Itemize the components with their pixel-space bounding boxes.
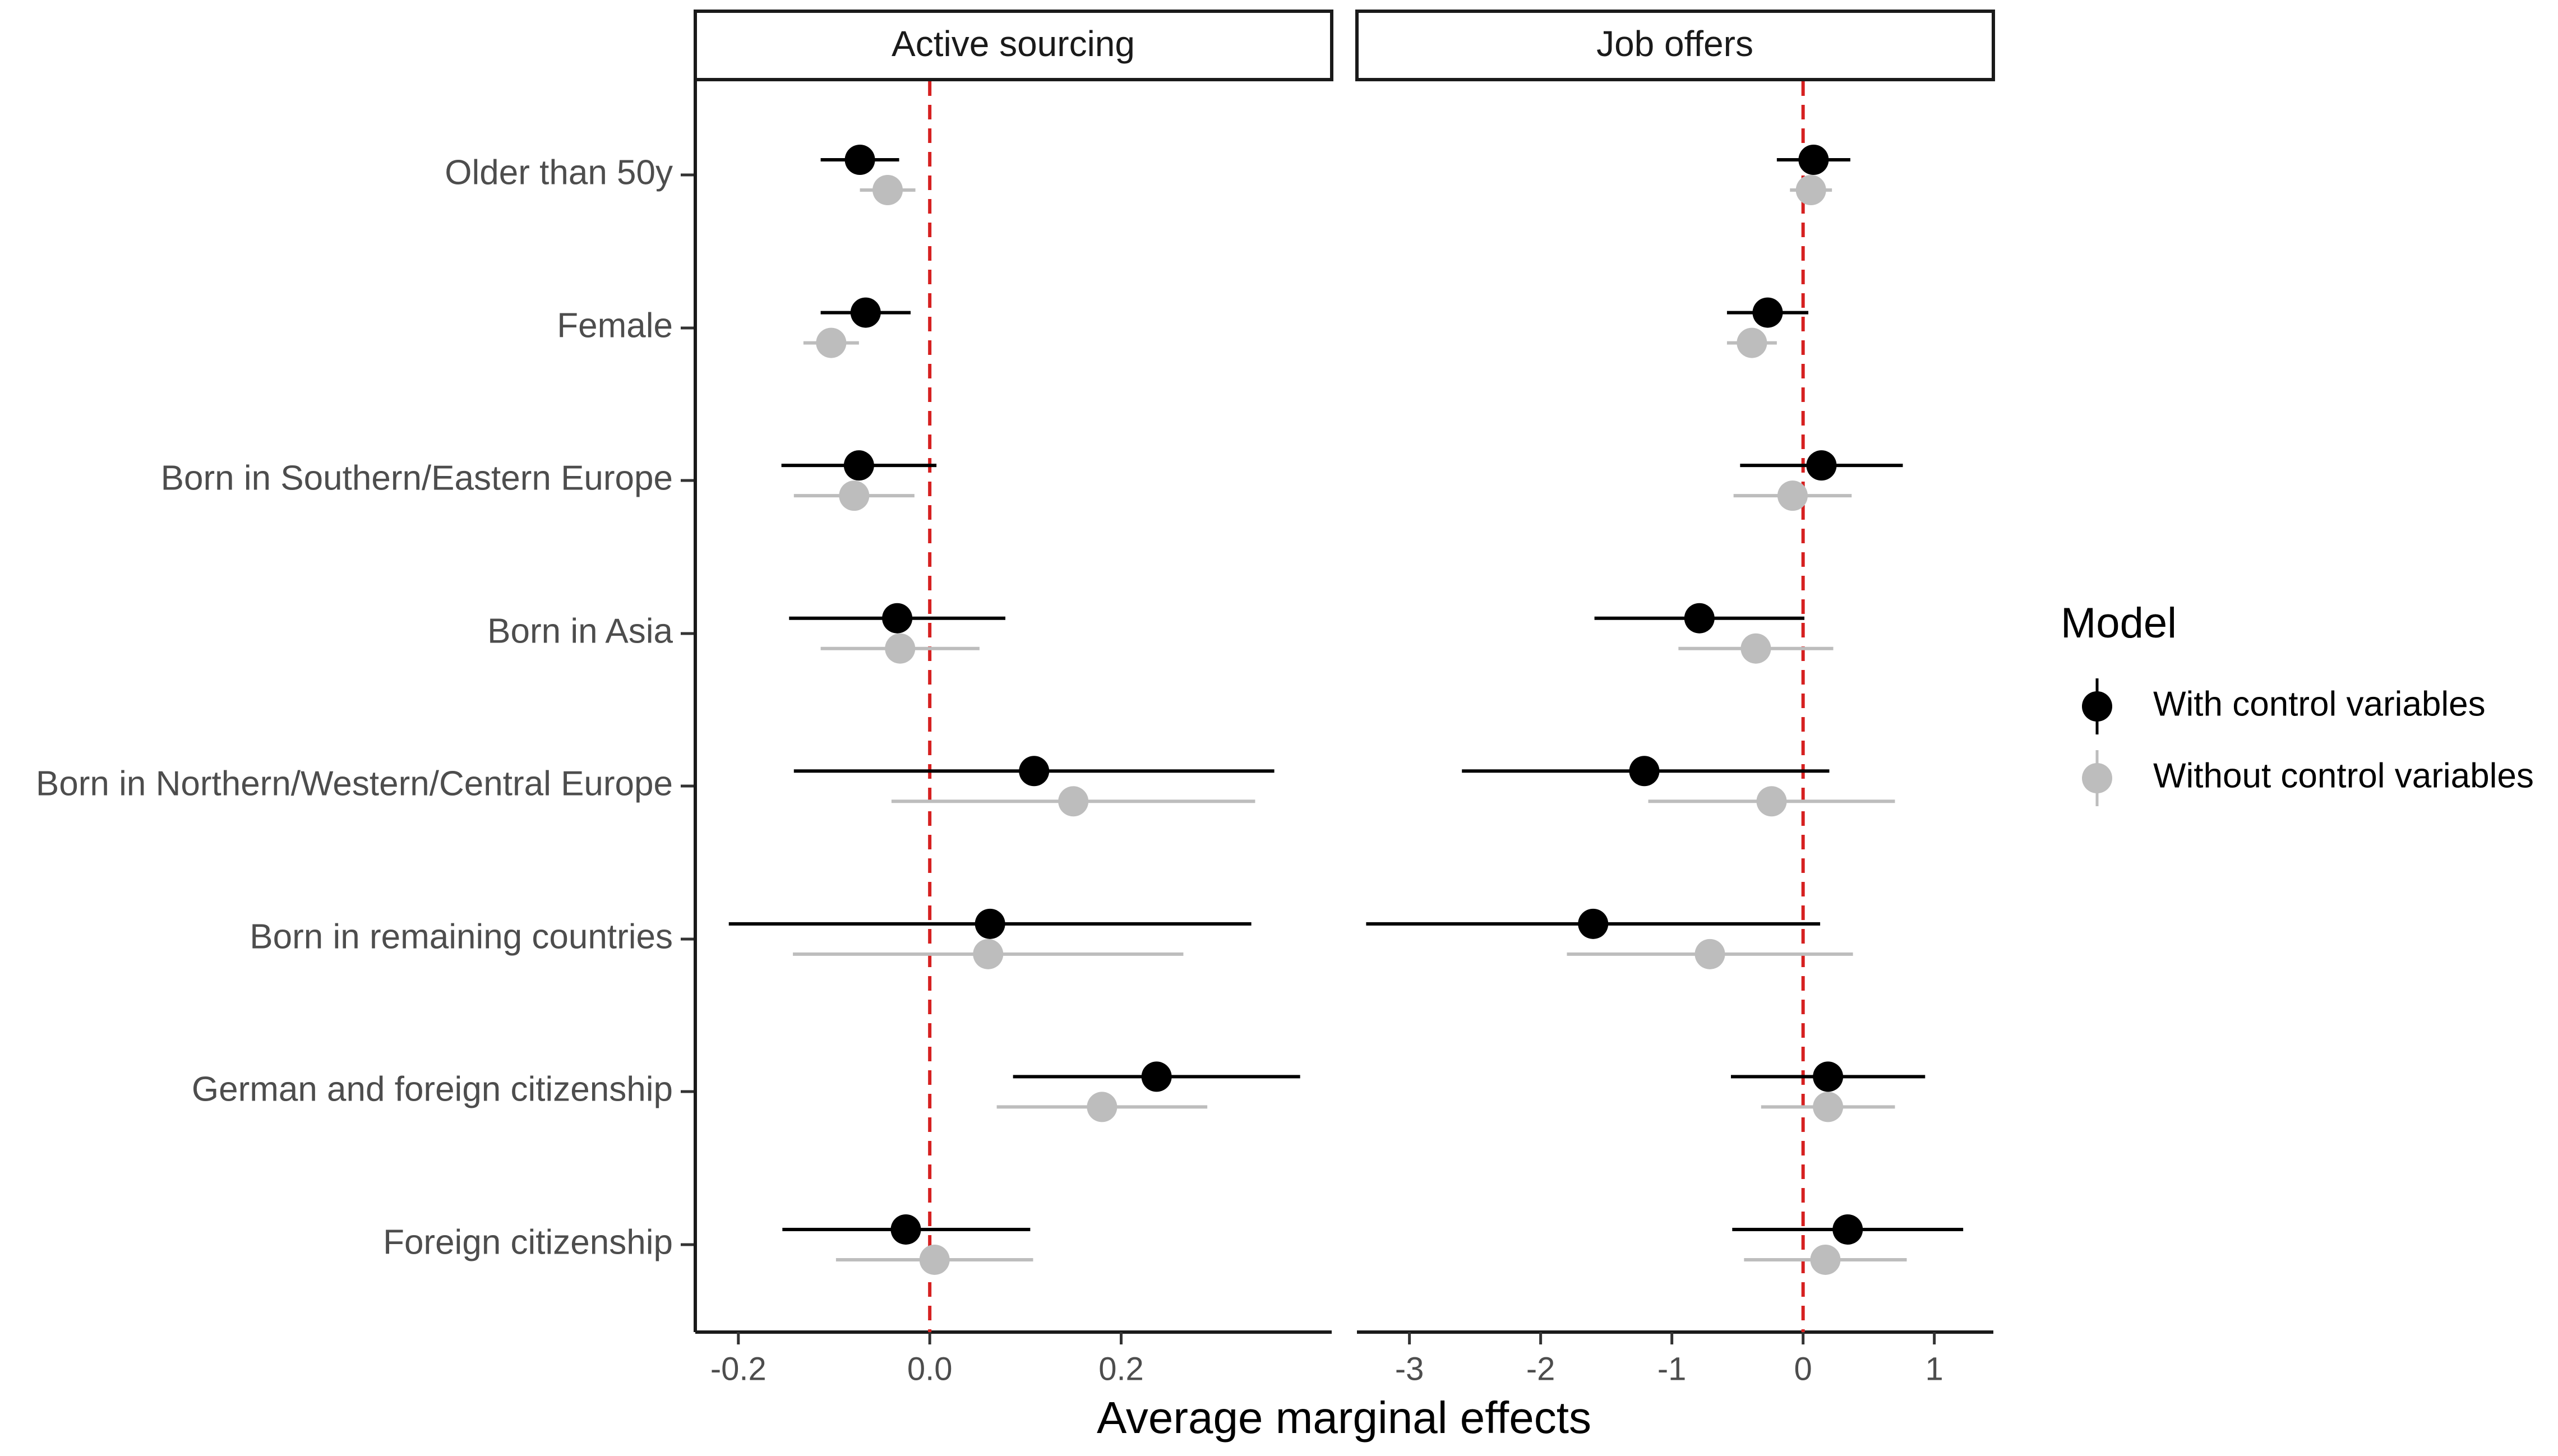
x-tick-label-job-offers-1: -2 bbox=[1526, 1351, 1555, 1387]
point-active-sourcing-without-control-variables-6 bbox=[1087, 1092, 1118, 1122]
point-active-sourcing-without-control-variables-2 bbox=[839, 480, 870, 511]
y-label-foreign-citizenship: Foreign citizenship bbox=[383, 1223, 673, 1261]
x-tick-label-job-offers-3: 0 bbox=[1794, 1351, 1812, 1387]
point-active-sourcing-without-control-variables-1 bbox=[816, 327, 847, 358]
point-job-offers-with-control-variables-0 bbox=[1798, 145, 1829, 175]
legend-key-without-controls bbox=[2082, 750, 2112, 806]
x-tick-label-job-offers-0: -3 bbox=[1395, 1351, 1424, 1387]
strip-active-sourcing bbox=[694, 10, 1333, 81]
x-tick-label-job-offers-4: 1 bbox=[1926, 1351, 1943, 1387]
point-active-sourcing-with-control-variables-0 bbox=[844, 145, 875, 175]
point-active-sourcing-without-control-variables-3 bbox=[885, 633, 916, 664]
point-job-offers-with-control-variables-6 bbox=[1813, 1061, 1844, 1092]
x-tick-label-job-offers-2: -1 bbox=[1657, 1351, 1687, 1387]
point-active-sourcing-with-control-variables-7 bbox=[890, 1214, 921, 1245]
point-job-offers-with-control-variables-1 bbox=[1752, 297, 1783, 328]
y-label-born-northern-western-central-europe: Born in Northern/Western/Central Europe bbox=[36, 764, 673, 803]
point-active-sourcing-without-control-variables-0 bbox=[872, 175, 903, 205]
point-active-sourcing-with-control-variables-4 bbox=[1019, 756, 1050, 787]
x-axis-title: Average marginal effects bbox=[1097, 1393, 1591, 1443]
legend-key-with-controls bbox=[2082, 678, 2112, 734]
y-label-born-remaining-countries: Born in remaining countries bbox=[250, 917, 673, 956]
point-job-offers-without-control-variables-5 bbox=[1694, 939, 1725, 969]
point-active-sourcing-with-control-variables-2 bbox=[843, 450, 874, 481]
legend-label-with-controls: With control variables bbox=[2153, 685, 2486, 723]
point-job-offers-without-control-variables-7 bbox=[1810, 1244, 1841, 1275]
legend: Model With control variables Without con… bbox=[2061, 599, 2534, 806]
panel-active-sourcing: Active sourcing -0.2 0.0 0.2 bbox=[694, 10, 1333, 1387]
legend-label-without-controls: Without control variables bbox=[2153, 756, 2534, 795]
x-tick-label-active-sourcing-0: -0.2 bbox=[710, 1351, 767, 1387]
strip-job-offers bbox=[1355, 10, 1995, 81]
point-job-offers-with-control-variables-5 bbox=[1578, 908, 1609, 939]
point-job-offers-without-control-variables-6 bbox=[1813, 1092, 1844, 1122]
y-axis-labels: Older than 50y Female Born in Southern/E… bbox=[36, 153, 673, 1261]
y-label-female: Female bbox=[557, 306, 673, 345]
x-tick-label-active-sourcing-2: 0.2 bbox=[1098, 1351, 1144, 1387]
point-active-sourcing-without-control-variables-7 bbox=[919, 1244, 950, 1275]
point-active-sourcing-with-control-variables-6 bbox=[1141, 1061, 1172, 1092]
point-active-sourcing-with-control-variables-3 bbox=[882, 603, 913, 634]
point-job-offers-with-control-variables-4 bbox=[1629, 756, 1660, 787]
marks-active-sourcing: -0.2 0.0 0.2 bbox=[710, 81, 1300, 1387]
y-label-born-southern-eastern-europe: Born in Southern/Eastern Europe bbox=[161, 459, 673, 497]
y-axis-ticks bbox=[681, 173, 694, 1246]
marks-job-offers: -3 -2 -1 0 1 bbox=[1366, 81, 1964, 1387]
strip-title-job-offers: Job offers bbox=[1596, 24, 1753, 64]
y-label-german-and-foreign-citizenship: German and foreign citizenship bbox=[192, 1070, 673, 1108]
point-active-sourcing-without-control-variables-5 bbox=[973, 939, 1004, 969]
x-tick-label-active-sourcing-1: 0.0 bbox=[907, 1351, 953, 1387]
point-active-sourcing-without-control-variables-4 bbox=[1058, 786, 1089, 817]
y-label-older-than-50: Older than 50y bbox=[445, 153, 673, 192]
panel-job-offers: Job offers -3 -2 -1 0 1 bbox=[1355, 10, 1995, 1387]
point-job-offers-with-control-variables-3 bbox=[1684, 603, 1715, 634]
point-active-sourcing-with-control-variables-1 bbox=[850, 297, 881, 328]
legend-key-point-without-controls bbox=[2082, 763, 2112, 793]
point-active-sourcing-with-control-variables-5 bbox=[975, 908, 1005, 939]
point-job-offers-without-control-variables-4 bbox=[1756, 786, 1787, 817]
strip-title-active-sourcing: Active sourcing bbox=[892, 24, 1135, 64]
point-job-offers-without-control-variables-1 bbox=[1737, 327, 1767, 358]
y-label-born-in-asia: Born in Asia bbox=[487, 612, 673, 650]
legend-key-point-with-controls bbox=[2082, 691, 2112, 722]
point-job-offers-with-control-variables-2 bbox=[1806, 450, 1837, 481]
point-job-offers-without-control-variables-2 bbox=[1777, 480, 1808, 511]
legend-title: Model bbox=[2061, 599, 2177, 647]
point-job-offers-without-control-variables-0 bbox=[1795, 175, 1826, 205]
point-job-offers-without-control-variables-3 bbox=[1740, 633, 1771, 664]
panel-axes-active-sourcing bbox=[694, 81, 1332, 1334]
point-job-offers-with-control-variables-7 bbox=[1832, 1214, 1863, 1245]
